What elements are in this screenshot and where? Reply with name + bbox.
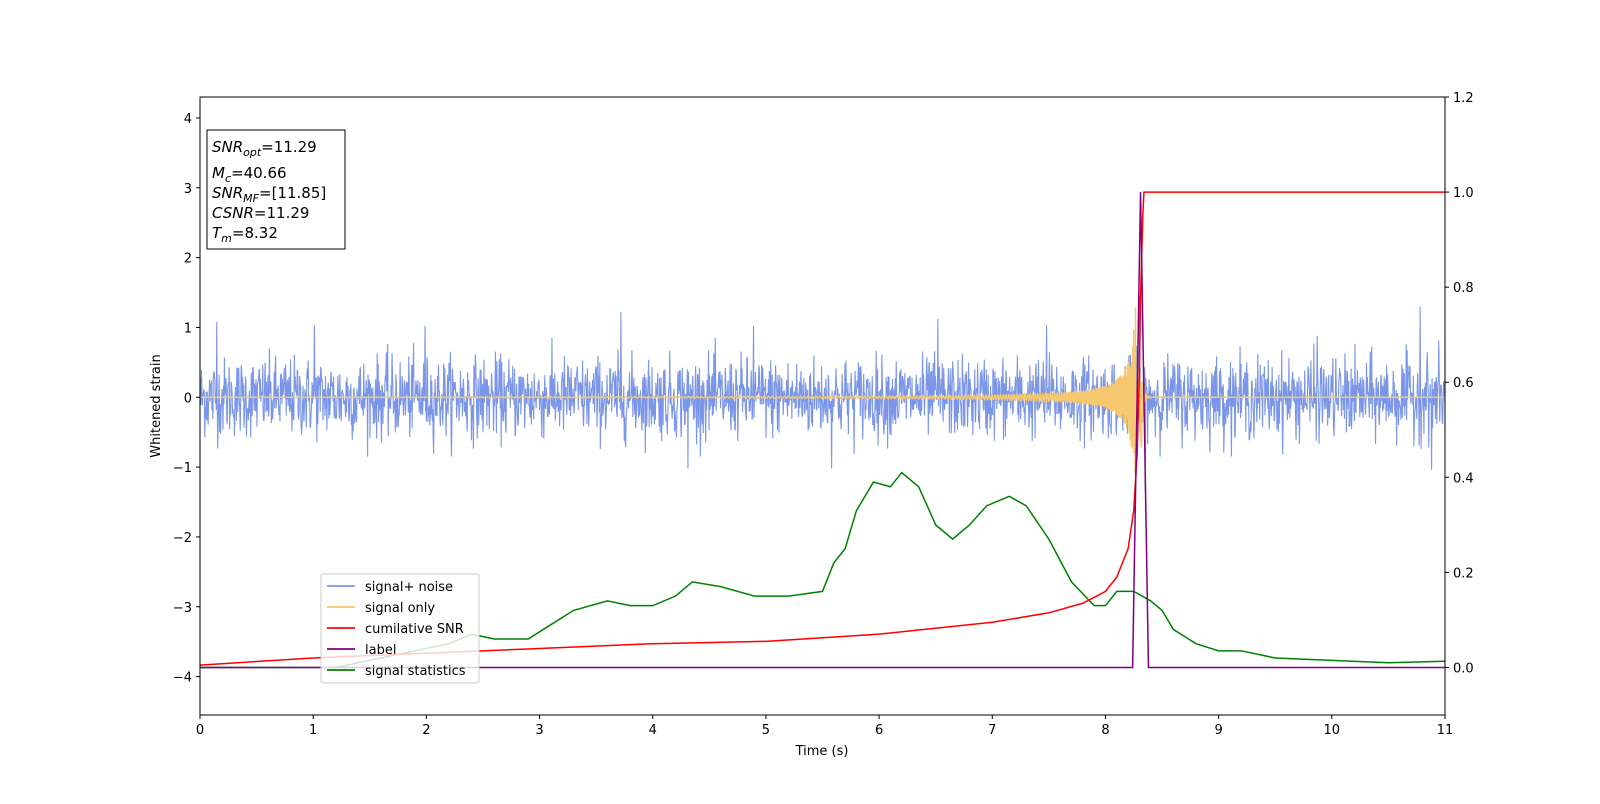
y-tick-label: 4 bbox=[184, 112, 192, 127]
info-line: CSNR=11.29 bbox=[212, 204, 309, 222]
info-line: Mc=40.66 bbox=[212, 164, 287, 185]
y-tick-label: −4 bbox=[173, 671, 192, 686]
y-axis-left: −4 −3 −2 −1 0 1 2 3 4 bbox=[173, 112, 200, 686]
x-tick-label: 6 bbox=[875, 723, 883, 738]
y2-tick-label: 1.0 bbox=[1453, 186, 1474, 201]
legend-label-signal-statistics: signal statistics bbox=[365, 664, 466, 679]
series-signal-only-line bbox=[200, 307, 1445, 475]
y2-tick-label: 0.4 bbox=[1453, 471, 1474, 486]
y2-tick-label: 0.6 bbox=[1453, 376, 1474, 391]
y-axis-label: Whitened strain bbox=[149, 354, 164, 457]
x-axis-label: Time (s) bbox=[795, 744, 849, 759]
plot-area bbox=[200, 191, 1445, 669]
x-tick-label: 10 bbox=[1324, 723, 1341, 738]
x-tick-label: 1 bbox=[309, 723, 317, 738]
y-tick-label: −1 bbox=[173, 461, 192, 476]
y-tick-label: 0 bbox=[184, 391, 192, 406]
info-line: Tm=8.32 bbox=[212, 224, 278, 245]
y-tick-label: −3 bbox=[173, 601, 192, 616]
x-tick-label: 9 bbox=[1214, 723, 1222, 738]
x-tick-label: 0 bbox=[196, 723, 204, 738]
series-signal-statistics-line bbox=[200, 471, 1445, 669]
y-tick-label: −2 bbox=[173, 531, 192, 546]
legend-label-signal-only: signal only bbox=[365, 601, 435, 616]
legend-frame bbox=[320, 573, 480, 684]
y2-tick-label: 1.2 bbox=[1453, 91, 1474, 106]
legend-label-label: label bbox=[365, 643, 396, 658]
axes-frame bbox=[199, 96, 1446, 716]
legend-label-signal-noise: signal+ noise bbox=[365, 580, 453, 595]
x-tick-label: 3 bbox=[535, 723, 543, 738]
x-tick-label: 11 bbox=[1437, 723, 1454, 738]
x-tick-label: 2 bbox=[422, 723, 430, 738]
x-axis: 0 1 2 3 4 5 6 7 8 9 10 11 bbox=[196, 715, 1453, 738]
series-cumilative-snr-line bbox=[200, 191, 1445, 666]
info-box-frame bbox=[206, 129, 346, 250]
y-tick-label: 1 bbox=[184, 321, 192, 336]
y2-tick-label: 0.8 bbox=[1453, 281, 1474, 296]
y2-tick-label: 0.2 bbox=[1453, 566, 1474, 581]
series-signal-noise-line bbox=[200, 296, 1445, 492]
series-label-line bbox=[200, 192, 1445, 669]
x-tick-label: 5 bbox=[762, 723, 770, 738]
legend: signal+ noise signal only cumilative SNR la… bbox=[320, 573, 480, 684]
y-axis-right: 0.0 0.2 0.4 0.6 0.8 1.0 1.2 bbox=[1445, 91, 1474, 676]
info-line: SNRMF=[11.85] bbox=[212, 184, 326, 205]
x-tick-label: 4 bbox=[649, 723, 657, 738]
info-line: SNRopt=11.29 bbox=[212, 138, 317, 159]
x-tick-label: 7 bbox=[988, 723, 996, 738]
legend-label-cumilative-snr: cumilative SNR bbox=[365, 622, 464, 637]
y-tick-label: 3 bbox=[184, 182, 192, 197]
y-tick-label: 2 bbox=[184, 252, 192, 267]
info-box: SNRopt=11.29 Mc=40.66SNRMF=[11.85]CSNR=11… bbox=[206, 129, 346, 250]
y2-tick-label: 0.0 bbox=[1453, 661, 1474, 676]
x-tick-label: 8 bbox=[1101, 723, 1109, 738]
